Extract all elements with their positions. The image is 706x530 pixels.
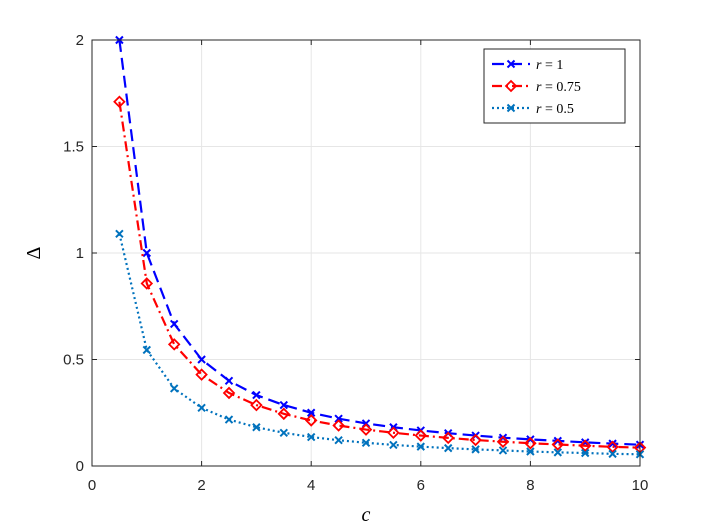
data-point xyxy=(250,398,263,412)
data-point xyxy=(113,95,126,109)
legend-marker xyxy=(504,79,518,93)
data-point xyxy=(441,431,455,445)
legend-label: r = 1 xyxy=(536,58,563,73)
y-tick-label: 1.5 xyxy=(63,139,84,156)
data-point xyxy=(359,423,373,436)
data-point xyxy=(334,436,343,445)
data-point xyxy=(496,435,510,448)
data-point xyxy=(304,414,318,427)
data-point xyxy=(224,376,234,386)
data-point xyxy=(277,407,291,421)
data-point xyxy=(197,403,206,413)
x-tick-label: 8 xyxy=(526,477,534,494)
data-point xyxy=(606,440,619,454)
data-point xyxy=(469,433,482,447)
data-point xyxy=(195,368,208,381)
y-tick-label: 0.5 xyxy=(63,352,84,369)
data-point xyxy=(142,248,152,258)
legend-label: r = 0.5 xyxy=(536,102,574,117)
data-point xyxy=(608,449,617,459)
data-point xyxy=(526,447,535,456)
series-3 xyxy=(115,229,645,459)
data-point xyxy=(389,440,398,450)
y-axis-label: Δ xyxy=(23,246,45,259)
series-2 xyxy=(113,95,647,454)
data-point xyxy=(279,400,289,410)
series-line xyxy=(118,233,641,456)
legend-item: r = 1 xyxy=(492,58,563,73)
data-point xyxy=(608,439,617,448)
legend-marker xyxy=(506,103,516,113)
data-point xyxy=(334,414,343,423)
data-point xyxy=(553,448,563,457)
legend-marker xyxy=(506,59,516,69)
x-axis-label: c xyxy=(362,504,371,526)
data-point xyxy=(115,229,124,239)
y-tick-label: 0 xyxy=(76,458,84,475)
data-point xyxy=(524,436,537,450)
data-point xyxy=(414,429,428,442)
data-point xyxy=(197,355,206,364)
data-point xyxy=(306,432,316,442)
data-point xyxy=(169,384,179,393)
data-point xyxy=(443,443,453,453)
x-tick-label: 2 xyxy=(197,477,205,494)
data-point xyxy=(416,442,426,451)
y-tick-label: 2 xyxy=(76,32,84,49)
data-point xyxy=(551,438,565,451)
data-point xyxy=(361,438,371,447)
data-point xyxy=(169,319,179,329)
series-line xyxy=(118,39,641,446)
legend-label: r = 0.75 xyxy=(536,80,581,95)
data-point xyxy=(140,277,154,290)
legend: r = 1 r = 0.75 r = 0.5 xyxy=(483,48,626,124)
x-tick-label: 10 xyxy=(632,477,649,494)
data-point xyxy=(252,423,261,432)
data-point xyxy=(224,415,234,424)
x-tick-label: 4 xyxy=(307,477,315,494)
data-point xyxy=(252,390,261,400)
data-point xyxy=(142,345,152,355)
data-point xyxy=(580,448,590,458)
ticks: 0 2 4 6 8 10 0 0.5 1 1.5 2 xyxy=(63,32,648,494)
data-point xyxy=(332,419,345,432)
data-point xyxy=(553,436,563,446)
data-point xyxy=(306,408,316,417)
legend-item: r = 0.5 xyxy=(492,102,574,117)
data-point xyxy=(279,428,289,437)
legend-item: r = 0.75 xyxy=(492,79,581,95)
data-point xyxy=(222,386,236,400)
x-tick-label: 6 xyxy=(417,477,425,494)
x-tick-label: 0 xyxy=(88,477,96,494)
data-point xyxy=(387,426,400,440)
data-point xyxy=(471,445,480,454)
data-point xyxy=(578,439,592,453)
data-point xyxy=(167,338,181,351)
y-tick-label: 1 xyxy=(76,245,84,262)
data-point xyxy=(498,446,508,455)
series-layer xyxy=(113,35,647,459)
